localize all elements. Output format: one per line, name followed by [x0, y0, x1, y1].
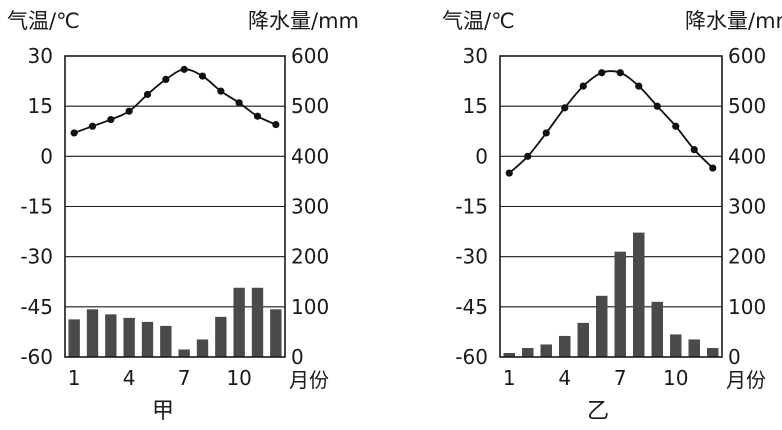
temperature-point: [690, 146, 698, 154]
temperature-point: [235, 99, 243, 107]
temperature-axis-title: 气温/℃: [7, 9, 80, 33]
month-tick-label: 1: [503, 366, 516, 390]
temperature-point: [198, 72, 207, 80]
precip-bar: [614, 251, 626, 357]
precip-bar: [160, 325, 172, 357]
month-tick-label: 4: [558, 366, 571, 390]
precip-bar: [688, 339, 700, 357]
temperature-point: [653, 102, 661, 110]
precip-bar: [215, 316, 227, 357]
precip-bar: [270, 309, 282, 357]
chart-caption: 甲: [152, 399, 174, 424]
precip-bar: [577, 322, 589, 357]
temp-tick-label: 15: [28, 94, 53, 118]
temp-tick-label: -15: [455, 195, 488, 219]
precip-tick-label: 300: [728, 195, 766, 219]
precip-bar: [503, 352, 515, 357]
precip-tick-label: 100: [728, 295, 766, 319]
month-tick-label: 7: [178, 366, 191, 390]
temperature-point: [272, 120, 280, 129]
temperature-point: [253, 112, 262, 120]
temp-tick-label: -30: [455, 245, 488, 269]
precip-tick-label: 300: [291, 195, 329, 219]
temperature-point: [88, 122, 97, 130]
precip-bar: [522, 347, 534, 357]
temperature-point: [162, 75, 170, 84]
temp-tick-label: -30: [20, 245, 53, 269]
temp-tick-label: 15: [463, 94, 488, 118]
precip-bar: [123, 317, 135, 357]
month-tick-label: 4: [123, 366, 136, 390]
precip-bar: [141, 321, 154, 357]
temp-tick-label: 0: [475, 144, 488, 168]
precip-bar: [596, 295, 608, 357]
temp-tick-label: -60: [455, 345, 488, 369]
month-tick-label: 1: [68, 366, 81, 390]
temperature-point: [635, 82, 643, 90]
precip-tick-label: 200: [291, 245, 329, 269]
precip-bar: [196, 339, 209, 357]
precipitation-axis-title: 降水量/mm: [685, 9, 782, 33]
temp-tick-label: -45: [455, 295, 488, 319]
precip-tick-label: 500: [728, 94, 766, 118]
x-axis-unit: 月份: [289, 368, 329, 392]
temperature-axis-title: 气温/℃: [442, 9, 515, 33]
temp-tick-label: -15: [20, 195, 53, 219]
precip-bar: [251, 287, 264, 357]
temperature-point: [542, 129, 550, 137]
temperature-line: [73, 68, 277, 134]
temp-tick-label: -60: [20, 345, 53, 369]
temperature-point: [505, 169, 513, 177]
temperature-point: [709, 164, 717, 172]
plot-frame: [64, 55, 286, 358]
temperature-point: [561, 104, 569, 112]
precip-tick-label: 400: [291, 144, 329, 168]
month-tick-label: 10: [663, 366, 688, 390]
temp-tick-label: 0: [40, 144, 53, 168]
precip-tick-label: 600: [728, 44, 766, 68]
climate-chart-1: 30 15 0 -15 -30 -45 -60 600 500 400 300 200 100 0 1 4 7 1…: [7, 9, 359, 424]
temperature-point: [579, 82, 587, 90]
precip-bar: [178, 349, 190, 357]
temperature-point: [143, 90, 152, 99]
precip-tick-label: 200: [728, 245, 766, 269]
precip-bar: [233, 287, 245, 357]
precip-bar: [105, 314, 117, 357]
temperature-point: [672, 122, 680, 130]
plot-frame: [499, 55, 723, 358]
climate-chart-2: 30 15 0 -15 -30 -45 -60 600 500 400 300 200 100 0 1 4 7 1…: [442, 9, 782, 424]
temperature-point: [125, 107, 133, 115]
temperature-point: [616, 69, 624, 77]
precipitation-axis-title: 降水量/mm: [248, 9, 359, 33]
precip-bar: [86, 309, 99, 357]
precip-bar: [670, 334, 682, 357]
precip-tick-label: 500: [291, 94, 329, 118]
temperature-point: [107, 115, 115, 124]
temperature-point: [217, 87, 225, 95]
temperature-point: [70, 129, 78, 137]
precip-tick-label: 100: [291, 295, 329, 319]
x-axis-unit: 月份: [726, 368, 766, 392]
temperature-line: [508, 70, 714, 174]
precip-bar: [651, 301, 663, 357]
precip-tick-label: 0: [728, 345, 741, 369]
precip-bar: [559, 335, 571, 357]
precip-bar: [540, 344, 552, 357]
precip-tick-label: 400: [728, 144, 766, 168]
chart-caption: 乙: [587, 399, 609, 424]
precip-bar: [633, 232, 645, 357]
precip-bar: [707, 347, 719, 357]
temperature-point: [598, 69, 606, 77]
month-tick-label: 10: [226, 366, 251, 390]
precip-bar: [68, 319, 80, 357]
temp-tick-label: 30: [463, 44, 488, 68]
temperature-point: [524, 152, 532, 160]
precip-tick-label: 0: [291, 345, 304, 369]
temp-tick-label: -45: [20, 295, 53, 319]
temperature-point: [180, 65, 188, 73]
temp-tick-label: 30: [28, 44, 53, 68]
month-tick-label: 7: [614, 366, 627, 390]
precip-tick-label: 600: [291, 44, 329, 68]
